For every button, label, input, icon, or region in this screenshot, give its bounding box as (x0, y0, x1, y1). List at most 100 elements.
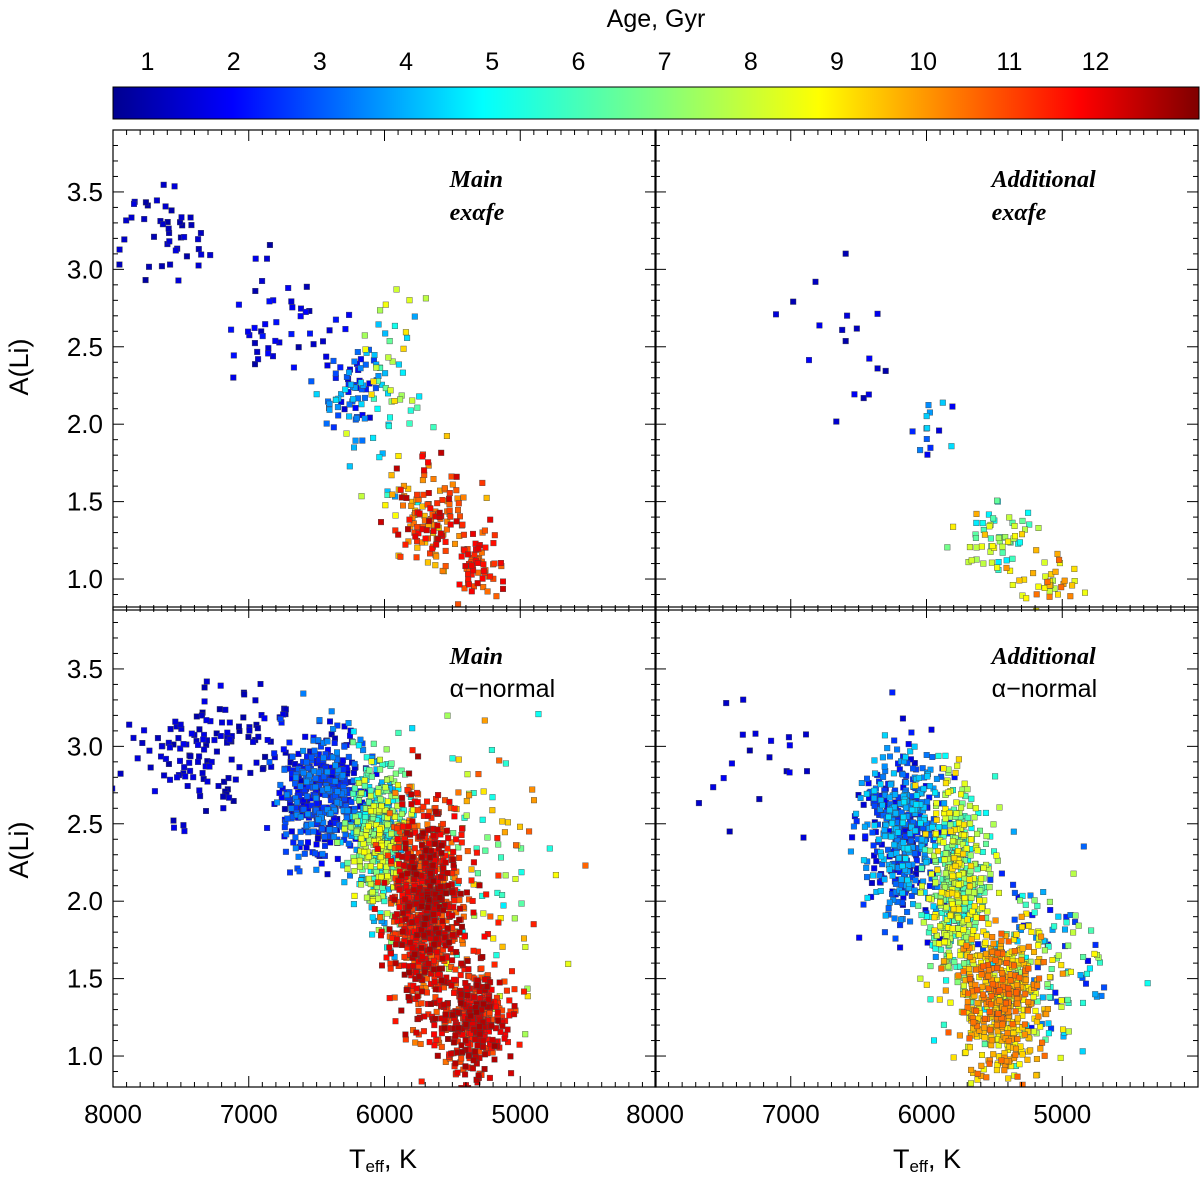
data-point (501, 829, 508, 836)
data-point (768, 737, 775, 744)
data-point (264, 825, 271, 832)
data-point (425, 459, 432, 466)
data-point (968, 1080, 975, 1087)
data-point (462, 980, 469, 987)
data-point (416, 973, 423, 980)
data-point (998, 930, 1005, 937)
data-point (1058, 1004, 1065, 1011)
data-point (892, 881, 899, 888)
data-point (271, 750, 278, 757)
data-point (1070, 870, 1077, 877)
data-point (1067, 912, 1074, 919)
data-point (950, 906, 957, 913)
data-point (860, 857, 867, 864)
data-point (938, 946, 945, 953)
data-point (945, 1029, 952, 1036)
data-point (262, 753, 269, 760)
data-point (331, 807, 338, 814)
data-point (974, 941, 981, 948)
data-point (414, 491, 421, 498)
data-point (396, 904, 403, 911)
data-point (874, 365, 881, 372)
data-point (285, 285, 292, 292)
data-point (979, 983, 986, 990)
data-point (290, 839, 297, 846)
data-point (941, 800, 948, 807)
data-point (511, 1011, 518, 1018)
data-point (399, 928, 406, 935)
data-point (399, 369, 406, 376)
data-point (919, 765, 926, 772)
data-point (860, 395, 867, 402)
scatter-points (695, 689, 1151, 1093)
data-point (154, 735, 161, 742)
data-point (222, 706, 229, 713)
data-point (1033, 591, 1040, 598)
data-point (406, 516, 413, 523)
data-point (196, 787, 203, 794)
data-point (937, 923, 944, 930)
data-point (451, 976, 458, 983)
data-point (319, 825, 326, 832)
data-point (1047, 907, 1054, 914)
data-point (989, 981, 996, 988)
data-point (128, 214, 135, 221)
data-point (392, 1018, 399, 1025)
data-point (964, 998, 971, 1005)
data-point (495, 919, 502, 926)
data-point (493, 593, 500, 600)
data-point (439, 820, 446, 827)
data-point (430, 878, 437, 885)
data-point (420, 1028, 427, 1035)
data-point (292, 834, 299, 841)
data-point (994, 1021, 1001, 1028)
data-point (1040, 889, 1047, 896)
data-point (184, 783, 191, 790)
data-point (451, 813, 458, 820)
data-point (929, 824, 936, 831)
data-point (458, 1042, 465, 1049)
data-point (375, 895, 382, 902)
data-point (388, 830, 395, 837)
data-point (886, 866, 893, 873)
data-point (866, 355, 873, 362)
data-point (482, 1051, 489, 1058)
data-point (383, 863, 390, 870)
data-point (391, 398, 398, 405)
data-point (897, 944, 904, 951)
data-point (816, 322, 823, 329)
data-point (902, 754, 909, 761)
data-point (927, 963, 934, 970)
data-point (216, 706, 223, 713)
data-point (374, 405, 381, 412)
scatter-points (113, 678, 589, 1087)
data-point (415, 1007, 422, 1014)
data-point (445, 1035, 452, 1042)
data-point (947, 912, 954, 919)
data-point (457, 890, 464, 897)
data-point (956, 1032, 963, 1039)
data-point (347, 732, 354, 739)
data-point (804, 768, 811, 775)
data-point (448, 1050, 455, 1057)
data-point (923, 913, 930, 920)
data-point (917, 975, 924, 982)
data-point (431, 1022, 438, 1029)
data-point (972, 535, 979, 542)
data-point (463, 798, 470, 805)
data-point (292, 774, 299, 781)
data-point (977, 1087, 983, 1093)
data-point (1035, 942, 1042, 949)
data-point (941, 828, 948, 835)
data-point (1011, 523, 1018, 530)
data-point (391, 994, 398, 1001)
data-point (455, 1009, 462, 1016)
data-point (982, 939, 989, 946)
data-point (897, 916, 904, 923)
data-point (251, 324, 258, 331)
data-point (888, 833, 895, 840)
data-point (1021, 1031, 1028, 1038)
data-point (200, 736, 207, 743)
data-point (923, 981, 930, 988)
data-point (254, 725, 261, 732)
